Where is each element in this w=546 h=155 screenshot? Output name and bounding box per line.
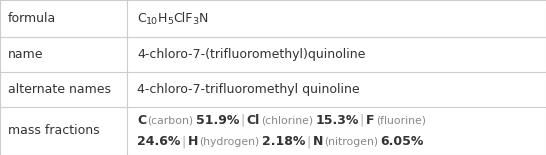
Text: F: F [366, 114, 375, 127]
Text: 6.05%: 6.05% [381, 135, 424, 148]
Text: 15.3%: 15.3% [315, 114, 359, 127]
Text: Cl: Cl [246, 114, 260, 127]
Text: N: N [312, 135, 323, 148]
Text: ClF: ClF [173, 12, 193, 25]
Text: 24.6%: 24.6% [137, 135, 180, 148]
Text: 51.9%: 51.9% [196, 114, 239, 127]
Text: N: N [199, 12, 208, 25]
Text: (fluorine): (fluorine) [376, 115, 426, 125]
Text: |: | [181, 135, 186, 148]
Text: C: C [137, 12, 146, 25]
Text: 4-chloro-7-(trifluoromethyl)quinoline: 4-chloro-7-(trifluoromethyl)quinoline [137, 48, 365, 61]
Text: 4-chloro-7-trifluoromethyl quinoline: 4-chloro-7-trifluoromethyl quinoline [137, 83, 360, 96]
Text: |: | [306, 135, 310, 148]
Text: alternate names: alternate names [8, 83, 111, 96]
Text: 3: 3 [193, 18, 199, 27]
Text: |: | [360, 114, 364, 127]
Text: (nitrogen): (nitrogen) [324, 137, 378, 147]
Text: (carbon): (carbon) [147, 115, 194, 125]
Text: 2.18%: 2.18% [262, 135, 305, 148]
Text: C: C [137, 114, 146, 127]
Text: formula: formula [8, 12, 56, 25]
Text: (chlorine): (chlorine) [261, 115, 313, 125]
Text: 10: 10 [146, 18, 158, 27]
Text: H: H [158, 12, 167, 25]
Text: 5: 5 [167, 18, 173, 27]
Text: H: H [188, 135, 198, 148]
Text: (hydrogen): (hydrogen) [199, 137, 260, 147]
Text: |: | [240, 114, 245, 127]
Text: name: name [8, 48, 44, 61]
Text: mass fractions: mass fractions [8, 124, 99, 137]
